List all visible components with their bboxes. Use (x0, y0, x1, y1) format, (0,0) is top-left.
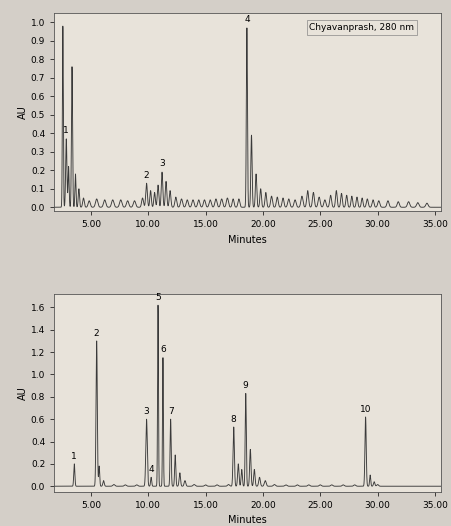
Text: Chyavanprash, 280 nm: Chyavanprash, 280 nm (308, 23, 414, 32)
Text: 4: 4 (148, 465, 154, 474)
X-axis label: Minutes: Minutes (228, 235, 266, 245)
Text: 7: 7 (167, 407, 173, 416)
Text: 3: 3 (159, 159, 165, 168)
Y-axis label: AU: AU (18, 105, 28, 119)
Text: 5: 5 (155, 293, 161, 302)
Text: 2: 2 (94, 329, 99, 338)
X-axis label: Minutes: Minutes (228, 515, 266, 525)
Text: 1: 1 (71, 451, 77, 461)
Text: 10: 10 (359, 404, 371, 413)
Text: 2: 2 (143, 170, 149, 179)
Y-axis label: AU: AU (18, 386, 28, 400)
Text: 6: 6 (160, 346, 166, 355)
Text: 9: 9 (242, 381, 248, 390)
Text: 8: 8 (230, 414, 236, 423)
Text: 1: 1 (63, 126, 69, 135)
Text: 3: 3 (143, 407, 149, 416)
Text: 4: 4 (244, 15, 249, 24)
